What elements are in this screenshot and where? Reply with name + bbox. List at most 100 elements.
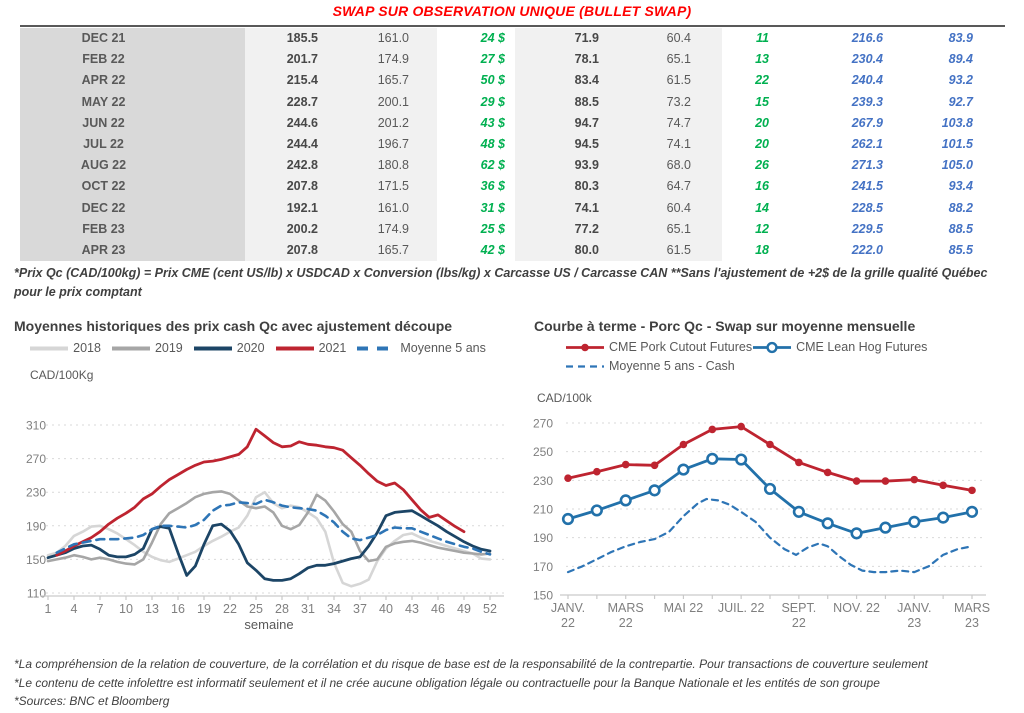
legend-label: Moyenne 5 ans - Cash <box>609 359 735 373</box>
legend-label: 2018 <box>73 341 101 355</box>
legend-swatch-icon <box>275 346 314 350</box>
cell-us_swap: 80.3 <box>515 176 615 198</box>
svg-text:150: 150 <box>533 589 553 603</box>
cell-us_swap: 71.9 <box>515 28 615 50</box>
cell-us_swap: 94.5 <box>515 133 615 156</box>
cell-us_swap: 77.2 <box>515 218 615 240</box>
cell-us_diff: 16 <box>755 179 769 194</box>
right-chart-plot: 150 170 190 210 230 250 270 JANV. 22 MARS 22 MAI 22… <box>533 417 990 631</box>
page-title: SWAP SUR OBSERVATION UNIQUE (BULLET SWAP… <box>332 3 692 19</box>
svg-text:210: 210 <box>533 503 553 517</box>
cell-cutout_cad: 222.0 <box>851 242 883 257</box>
table-row: DEC 21 185.5 161.0 24 $ 71.9 60.4 11 216.6 83.9 <box>20 28 1005 50</box>
svg-text:28: 28 <box>275 602 289 616</box>
cell-us_swap: 80.0 <box>515 239 615 262</box>
cell-cutout_us: 92.7 <box>948 94 973 109</box>
cell-us_swap: 94.7 <box>515 112 615 134</box>
cell-cutout_us: 101.5 <box>941 136 973 151</box>
svg-text:190: 190 <box>26 519 46 533</box>
table-row: FEB 23 200.2 174.9 25 $ 77.2 65.1 12 229.5 88.5 <box>20 218 1005 240</box>
legend-item: 2021 <box>275 341 347 355</box>
svg-text:7: 7 <box>97 602 104 616</box>
cell-cutout_us: 85.5 <box>948 242 973 257</box>
legend-label: CME Lean Hog Futures <box>796 340 928 354</box>
svg-text:MAI 22: MAI 22 <box>664 601 704 615</box>
cell-cutout_us: 88.2 <box>948 200 973 215</box>
legend-label: CME Pork Cutout Futures <box>609 340 753 354</box>
cell-month: APR 22 <box>20 70 245 92</box>
cell-qc_diff: 29 $ <box>480 94 505 109</box>
legend-label: 2020 <box>236 341 265 355</box>
cell-qc_moy: 200.1 <box>340 91 437 113</box>
cell-month: JUL 22 <box>20 133 245 156</box>
cell-cutout_cad: 228.5 <box>851 200 883 215</box>
cell-cutout_cad: 267.9 <box>851 115 883 130</box>
svg-text:52: 52 <box>483 602 497 616</box>
svg-text:110: 110 <box>27 587 46 601</box>
cell-qc_diff: 43 $ <box>480 115 505 130</box>
cell-qc_diff: 50 $ <box>480 73 505 88</box>
legend-label: 2021 <box>318 341 347 355</box>
cell-us_diff: 20 <box>755 136 769 151</box>
svg-text:230: 230 <box>26 486 46 500</box>
table-row: FEB 22 201.7 174.9 27 $ 78.1 65.1 13 230.4 89.4 <box>20 49 1005 71</box>
svg-text:43: 43 <box>405 602 419 616</box>
cell-qc_moy: 165.7 <box>340 70 437 92</box>
cell-qc_swap: 207.8 <box>245 239 340 262</box>
legend-item: 2018 <box>29 341 101 355</box>
cell-us_swap: 83.4 <box>515 70 615 92</box>
cell-us_diff: 15 <box>755 94 769 109</box>
legend-item: Moyenne 5 ans <box>356 341 486 355</box>
table-row: AUG 22 242.8 180.8 62 $ 93.9 68.0 26 271.3 105.0 <box>20 155 1005 177</box>
cell-cutout_cad: 216.6 <box>851 31 883 45</box>
table-row: JUL 22 244.4 196.7 48 $ 94.5 74.1 20 262.1 101.5 <box>20 133 1005 156</box>
legend-item: CME Lean Hog Futures <box>752 340 927 354</box>
cell-us_diff: 22 <box>755 73 769 88</box>
cell-us_moy: 64.7 <box>615 176 722 198</box>
cell-month: AUG 22 <box>20 155 245 177</box>
cell-cutout_cad: 229.5 <box>851 221 883 236</box>
legend-item: CME Pork Cutout Futures <box>565 340 752 354</box>
svg-text:270: 270 <box>26 452 46 466</box>
svg-text:49: 49 <box>457 602 471 616</box>
cell-qc_moy: 161.0 <box>340 28 437 50</box>
table-row: OCT 22 207.8 171.5 36 $ 80.3 64.7 16 241.5 93.4 <box>20 176 1005 198</box>
table-footnote: *Prix Qc (CAD/100kg) = Prix CME (cent US… <box>14 266 988 299</box>
legend-swatch-icon <box>357 346 396 350</box>
svg-text:semaine: semaine <box>244 617 293 632</box>
cell-qc_moy: 174.9 <box>340 218 437 240</box>
svg-text:40: 40 <box>379 602 393 616</box>
cell-us_diff: 20 <box>755 115 769 130</box>
legend-swatch-icon <box>566 364 604 368</box>
legend-swatch-icon <box>111 346 150 350</box>
svg-text:JUIL. 22: JUIL. 22 <box>718 601 765 615</box>
cell-cutout_us: 93.2 <box>948 73 973 88</box>
legend-item: Moyenne 5 ans - Cash <box>565 359 735 373</box>
cell-qc_swap: 242.8 <box>245 155 340 177</box>
footer-disclaimers: *La compréhension de la relation de couv… <box>14 655 1014 711</box>
cell-cutout_cad: 241.5 <box>851 179 883 194</box>
svg-text:46: 46 <box>431 602 445 616</box>
cell-cutout_us: 93.4 <box>948 179 973 194</box>
svg-text:190: 190 <box>533 531 553 545</box>
cell-us_diff: 18 <box>755 242 769 257</box>
cell-us_moy: 65.1 <box>615 218 722 240</box>
cell-qc_swap: 207.8 <box>245 176 340 198</box>
cell-us_moy: 73.2 <box>615 91 722 113</box>
cell-qc_diff: 25 $ <box>480 221 505 236</box>
cell-qc_diff: 36 $ <box>480 179 505 194</box>
footer-line: *Le contenu de cette infolettre est info… <box>14 675 880 690</box>
cell-qc_moy: 174.9 <box>340 49 437 71</box>
left-chart-legend: 2018 2019 2020 2021 Moyenne 5 ans <box>10 341 515 355</box>
cell-qc_swap: 244.6 <box>245 112 340 134</box>
cell-qc_moy: 171.5 <box>340 176 437 198</box>
svg-text:230: 230 <box>533 474 553 488</box>
legend-swatch-icon <box>566 343 604 351</box>
cell-us_diff: 12 <box>755 221 769 236</box>
svg-text:31: 31 <box>301 602 315 616</box>
cell-qc_moy: 180.8 <box>340 155 437 177</box>
svg-text:25: 25 <box>249 602 263 616</box>
cell-us_diff: 26 <box>755 158 769 173</box>
cell-qc_moy: 165.7 <box>340 239 437 262</box>
